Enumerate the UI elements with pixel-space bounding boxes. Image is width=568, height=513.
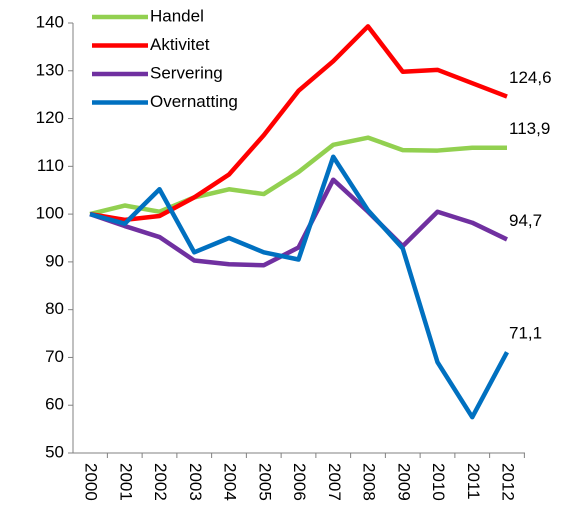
series-line bbox=[89, 24, 508, 223]
y-tick-label: 90 bbox=[45, 251, 64, 270]
series-line bbox=[89, 135, 507, 217]
x-tick-label: 2012 bbox=[499, 463, 518, 501]
y-tick-label: 100 bbox=[36, 204, 64, 223]
x-tick-label: 2000 bbox=[82, 463, 101, 501]
x-tick-label: 2011 bbox=[464, 463, 483, 500]
x-tick-label: 2005 bbox=[255, 463, 274, 501]
y-tick-label: 70 bbox=[45, 347, 64, 366]
y-tick-label: 140 bbox=[36, 12, 64, 31]
series-line bbox=[89, 177, 508, 268]
y-tick-label: 120 bbox=[36, 108, 64, 127]
x-tick-label: 2008 bbox=[360, 463, 379, 501]
data-label: 94,7 bbox=[509, 211, 542, 230]
y-tick-label: 130 bbox=[36, 60, 64, 79]
series-line bbox=[89, 154, 509, 420]
legend-label: Servering bbox=[150, 63, 223, 82]
x-tick-label: 2010 bbox=[429, 463, 448, 501]
y-tick-label: 80 bbox=[45, 299, 64, 318]
legend-label: Handel bbox=[150, 6, 204, 25]
x-tick-label: 2009 bbox=[394, 463, 413, 501]
x-tick-label: 2006 bbox=[290, 463, 309, 501]
x-tick-label: 2004 bbox=[221, 463, 240, 501]
y-tick-label: 110 bbox=[37, 156, 64, 175]
x-tick-label: 2001 bbox=[116, 463, 135, 501]
x-tick-label: 2007 bbox=[325, 463, 344, 501]
data-label: 71,1 bbox=[509, 324, 542, 343]
y-tick-label: 60 bbox=[45, 395, 64, 414]
x-tick-label: 2002 bbox=[151, 463, 170, 501]
y-tick-label: 50 bbox=[45, 442, 64, 461]
legend-label: Aktivitet bbox=[150, 35, 210, 54]
x-tick-label: 2003 bbox=[186, 463, 205, 501]
data-label: 124,6 bbox=[509, 68, 552, 87]
data-label: 113,9 bbox=[509, 119, 550, 138]
legend-label: Overnatting bbox=[150, 92, 238, 111]
